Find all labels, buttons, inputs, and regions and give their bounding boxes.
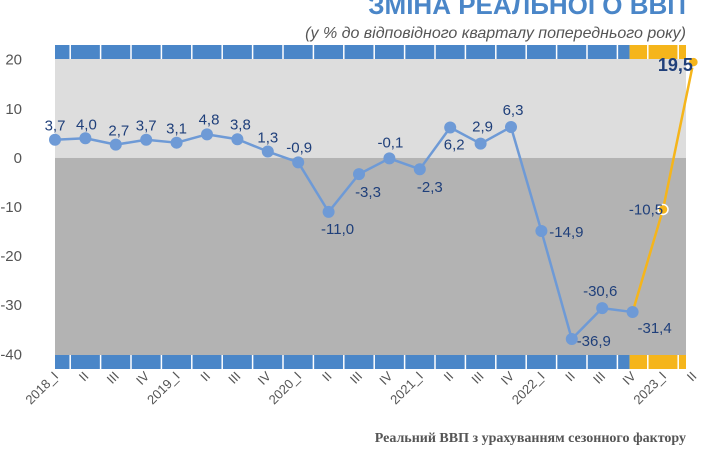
x-tick-label: 2021_I — [387, 369, 426, 408]
x-tick-label: IV — [255, 368, 275, 388]
data-point — [140, 133, 153, 146]
x-tick-label: IV — [619, 368, 639, 388]
data-label: -0,9 — [286, 139, 312, 156]
x-tick-label: 2022_I — [509, 369, 548, 408]
x-tick-label: III — [225, 369, 243, 387]
data-label: 3,7 — [45, 118, 66, 135]
data-label: -14,9 — [549, 224, 583, 241]
data-label: -3,3 — [355, 184, 381, 201]
x-tick-label: III — [468, 369, 486, 387]
x-axis-caption: Реальний ВВП з урахуванням сезонного фак… — [375, 431, 686, 446]
data-point — [79, 132, 92, 145]
x-tick-label: 2023_I — [630, 369, 669, 408]
data-point — [657, 203, 669, 216]
y-tick-label: -10 — [0, 199, 22, 216]
x-tick-label: IV — [498, 368, 518, 388]
x-tick-label: III — [590, 369, 608, 387]
x-tick-label: II — [197, 369, 213, 385]
y-tick-label: 20 — [5, 52, 22, 69]
data-point — [596, 302, 609, 315]
data-point — [322, 205, 335, 218]
data-point — [565, 333, 578, 346]
data-point — [474, 137, 487, 150]
x-tick-label: II — [319, 369, 335, 385]
x-tick-label: 2018_I — [22, 369, 61, 408]
top-strip — [55, 45, 630, 59]
bottom-strip — [55, 355, 630, 369]
chart-subtitle: (у % до відповідного кварталу попередньо… — [305, 25, 686, 42]
data-point — [109, 138, 122, 151]
x-tick-label: II — [562, 369, 578, 385]
data-label: 3,8 — [230, 116, 251, 133]
y-tick-label: 0 — [14, 150, 22, 167]
data-label: 19,5 — [658, 55, 693, 75]
data-label: 4,8 — [199, 111, 220, 128]
y-tick-label: 10 — [5, 101, 22, 118]
top-strip-highlight — [629, 45, 686, 59]
data-point — [201, 128, 213, 141]
x-tick-label: II — [441, 369, 457, 385]
data-point — [49, 133, 61, 146]
data-label: 6,2 — [444, 136, 465, 153]
data-label: -11,0 — [321, 221, 354, 238]
data-label: -10,5 — [629, 201, 663, 218]
data-point — [535, 225, 548, 238]
y-tick-label: -40 — [0, 346, 22, 363]
x-tick-label: III — [347, 369, 365, 387]
x-tick-label: IV — [133, 368, 153, 388]
data-point — [505, 120, 517, 133]
x-tick-label: IV — [376, 368, 396, 388]
data-point — [353, 168, 365, 181]
data-point — [444, 121, 457, 134]
data-point — [413, 163, 426, 176]
data-point — [626, 306, 639, 319]
x-tick-label: 2020_I — [266, 369, 305, 408]
data-label: -36,9 — [577, 333, 611, 350]
data-label: 3,1 — [166, 121, 187, 138]
data-label: 1,3 — [257, 130, 278, 147]
data-label: 2,7 — [108, 123, 129, 140]
negative-band — [55, 157, 686, 355]
data-point — [383, 152, 396, 165]
data-label: 4,0 — [76, 116, 97, 133]
x-tick-label: II — [76, 369, 92, 385]
data-point — [170, 136, 183, 149]
y-tick-label: -30 — [0, 297, 22, 314]
data-label: 2,9 — [472, 119, 493, 136]
data-label: 3,7 — [136, 118, 157, 135]
data-label: -2,3 — [417, 179, 443, 196]
chart-title: ЗМІНА РЕАЛЬНОГО ВВП — [368, 0, 686, 20]
x-tick-label: III — [104, 369, 122, 387]
x-tick-label: 2019_I — [144, 369, 183, 408]
data-point — [292, 156, 305, 169]
bottom-strip-highlight — [629, 355, 686, 369]
data-point — [261, 145, 274, 158]
data-point — [687, 56, 700, 68]
data-point — [231, 133, 244, 146]
data-label: 6,3 — [503, 102, 524, 119]
data-label: -0,1 — [377, 134, 403, 151]
data-label: -30,6 — [583, 283, 617, 300]
x-tick-label: II — [684, 369, 700, 385]
y-tick-label: -20 — [0, 248, 22, 265]
data-label: -31,4 — [637, 320, 671, 337]
